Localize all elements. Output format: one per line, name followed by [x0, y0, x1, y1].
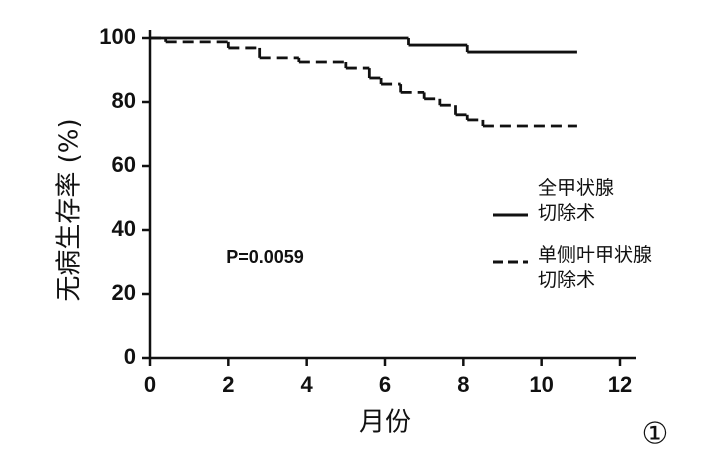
y-tick-label: 60 [112, 152, 136, 177]
y-tick-label: 100 [99, 24, 136, 49]
y-tick-label: 20 [112, 280, 136, 305]
x-tick-label: 0 [144, 372, 156, 397]
y-tick-label: 40 [112, 216, 136, 241]
x-tick-label: 12 [608, 372, 632, 397]
x-axis-label: 月份 [359, 408, 411, 438]
figure-number: ① [642, 417, 669, 452]
y-tick-label: 0 [124, 344, 136, 369]
legend-label: 全甲状腺切除术 [538, 177, 615, 224]
legend-text-1: 单侧叶甲状腺切除术 [538, 244, 653, 291]
legend-text-0: 全甲状腺切除术 [538, 177, 615, 224]
x-tick-label: 8 [457, 372, 469, 397]
y-axis-label: 无病生存率 (%) [55, 118, 85, 301]
y-tick-label: 80 [112, 88, 136, 113]
p-value: P=0.0059 [226, 247, 304, 267]
x-tick-label: 4 [301, 372, 314, 397]
x-tick-label: 6 [379, 372, 391, 397]
x-tick-label: 2 [222, 372, 234, 397]
x-tick-label: 10 [529, 372, 553, 397]
legend-label: 单侧叶甲状腺切除术 [538, 244, 653, 291]
